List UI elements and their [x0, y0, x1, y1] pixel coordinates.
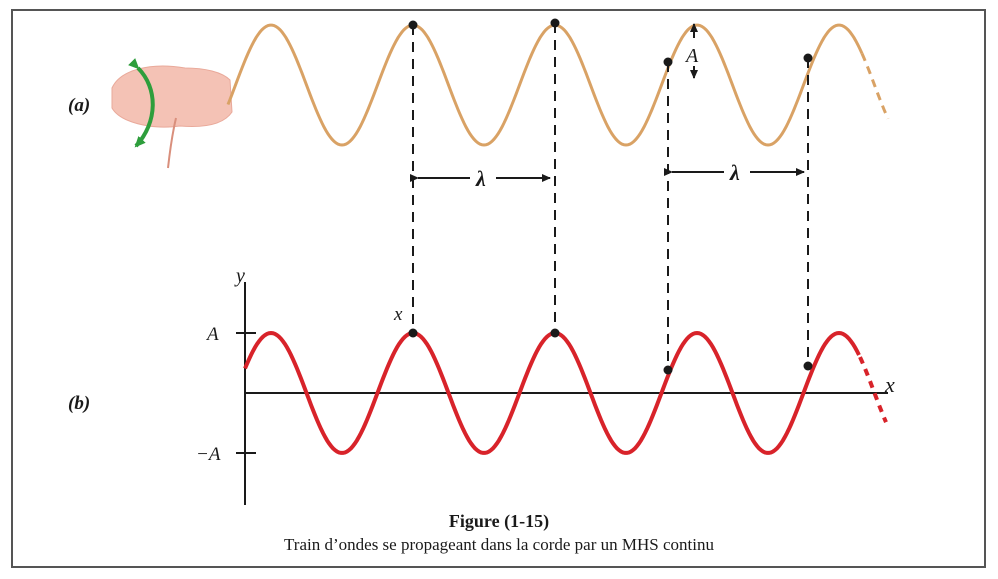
graph-markers — [408, 328, 813, 375]
hand-illustration — [111, 65, 233, 169]
hand-shape — [111, 65, 233, 128]
wavelength-indicator-2: λ — [664, 160, 805, 185]
graph-wave-end-dashed — [858, 356, 888, 423]
figure-caption-subtitle: Train d’ondes se propageant dans la cord… — [284, 535, 714, 554]
figure-caption-title: Figure (1-15) — [448, 511, 550, 531]
amplitude-label: A — [684, 45, 699, 67]
wavelength-label-1: λ — [475, 166, 486, 191]
neg-amplitude-label: −A — [196, 444, 221, 465]
amplitude-indicator: A — [684, 23, 699, 79]
hand-finger — [167, 117, 177, 169]
rope-markers — [408, 18, 813, 67]
wavelength-indicator-1: λ — [410, 166, 551, 191]
rope-wave — [226, 23, 864, 147]
panel-a-label: (a) — [68, 95, 90, 116]
x-marker-label: x — [393, 304, 403, 325]
pos-amplitude-label: A — [205, 324, 219, 345]
rotation-arrow-icon — [128, 58, 155, 148]
wavelength-label-2: λ — [729, 160, 740, 185]
x-axis-label: x — [884, 372, 895, 397]
vertical-guides — [412, 23, 809, 362]
panel-b-label: (b) — [68, 393, 90, 414]
y-axis-label: y — [234, 265, 245, 287]
rope-wave-end-dashed — [860, 52, 890, 120]
